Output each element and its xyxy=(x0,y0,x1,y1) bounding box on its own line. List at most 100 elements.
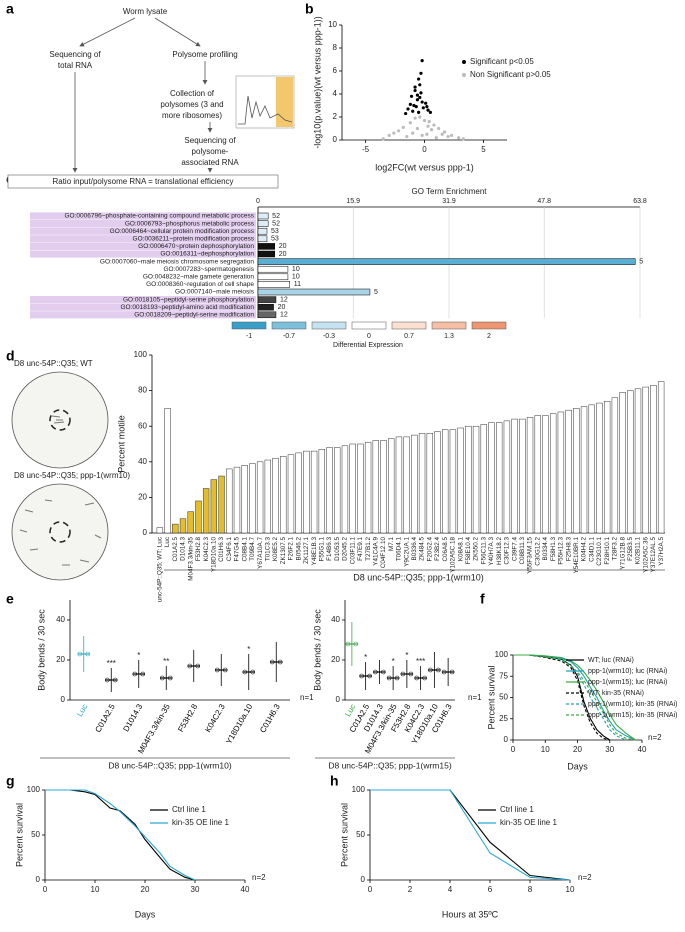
x-tick-label: C01H6.3 xyxy=(258,702,282,734)
node: Sequencing of xyxy=(49,50,101,59)
bar xyxy=(303,450,310,534)
point xyxy=(415,98,420,102)
x-tick-label: F25B3.5 xyxy=(627,537,634,561)
point xyxy=(461,137,465,141)
term-label: GO:0006796~phosphate-containing compound… xyxy=(64,213,254,220)
legend-value: -0.3 xyxy=(323,333,335,340)
bar-count: 11 xyxy=(294,281,301,288)
term-label: GO:0007283~spermatogenesis xyxy=(163,266,254,273)
x-tick-label: 30 xyxy=(605,745,614,754)
x-tick-label: D2045.2 xyxy=(342,537,349,561)
x-tick-label: 47.8 xyxy=(537,198,551,205)
bar xyxy=(434,431,441,534)
bar xyxy=(364,441,372,534)
x-tick-label: ZK1307.5 xyxy=(280,537,287,565)
bar xyxy=(334,447,341,534)
point xyxy=(387,133,391,137)
point xyxy=(420,133,424,137)
significance: * xyxy=(405,651,408,660)
bar xyxy=(257,303,274,311)
term-label: GO:0016311~dephosphorylation xyxy=(160,251,254,258)
x-tick-label: Luc xyxy=(75,703,89,719)
x-tick-label: F53H2.8 xyxy=(176,702,199,734)
legend-value: -0.7 xyxy=(283,333,295,340)
y-tick-label: 4 xyxy=(333,89,338,98)
y-axis-label: Percent survival xyxy=(14,803,24,867)
x-tick-label: 0 xyxy=(43,885,48,894)
bar xyxy=(588,404,595,534)
x-tick-label: F55G1.1 xyxy=(318,537,325,562)
legend-value: 2 xyxy=(487,333,491,340)
x-tick-label: K04C2.3 xyxy=(203,702,227,734)
significance: *** xyxy=(107,659,116,668)
bar xyxy=(257,235,268,243)
x-tick-label: F14B6.3 xyxy=(326,537,333,561)
x-tick-label: Y102A5C.18 xyxy=(450,537,457,573)
bar xyxy=(573,408,580,534)
mean-dot xyxy=(269,659,275,665)
point xyxy=(417,110,421,114)
point xyxy=(434,136,438,140)
legend-swatch xyxy=(311,321,347,330)
worms xyxy=(19,499,102,566)
bar xyxy=(341,445,349,534)
point xyxy=(413,88,417,93)
term-label: GO:0007060~male meiosis chromosome segre… xyxy=(100,258,254,265)
y-tick-label: 100 xyxy=(134,350,148,359)
point xyxy=(420,59,424,63)
point xyxy=(417,77,421,81)
bar xyxy=(642,386,649,534)
x-tick-label: -5 xyxy=(362,145,370,154)
bar xyxy=(503,420,511,534)
point xyxy=(411,109,415,113)
mean-dot xyxy=(132,671,138,677)
bar xyxy=(596,402,603,534)
bar xyxy=(488,422,495,534)
x-tick-label: Y41C4A.9 xyxy=(372,537,379,566)
node: associated RNA xyxy=(181,158,239,167)
y-tick-label: 100 xyxy=(352,785,366,794)
point xyxy=(440,132,444,136)
x-tick-label: F28H10.1 xyxy=(604,537,611,565)
survival-line xyxy=(370,789,571,881)
term-label: GO:0008360~regulation of cell shape xyxy=(146,281,254,288)
bar xyxy=(634,388,642,534)
arrow xyxy=(154,17,201,47)
y-tick-label: 40 xyxy=(331,615,340,624)
y-tick-label: 0 xyxy=(61,695,66,704)
bar xyxy=(496,422,503,534)
x-tick-label: 6 xyxy=(488,885,493,894)
bar xyxy=(257,288,371,296)
bar xyxy=(542,415,549,534)
survival-line xyxy=(45,789,196,881)
point xyxy=(422,118,427,123)
x-axis-label: D8 unc-54P::Q35; ppp-1(wrm10) xyxy=(353,572,484,582)
bar xyxy=(395,436,403,534)
x-tick-label: C04F12.10 xyxy=(380,537,387,569)
result-box xyxy=(7,174,279,189)
bar xyxy=(257,281,290,288)
x-tick-label: K08E5.2 xyxy=(272,537,279,562)
legend-title: Differential Expression xyxy=(333,342,403,349)
significance: *** xyxy=(416,657,425,666)
image-label: D8 unc-54P::Q35; WT xyxy=(14,359,93,368)
legend-value: 0.7 xyxy=(404,333,414,340)
bar xyxy=(580,406,588,534)
mean-dot xyxy=(222,667,228,673)
bar xyxy=(457,427,464,534)
y-tick-label: 50 xyxy=(31,830,40,839)
x-tick-label: 0 xyxy=(368,885,373,894)
legend-label: ppp-1(wrm10); luc (RNAi) xyxy=(588,668,667,675)
x-tick-label: T09B4.7 xyxy=(249,537,256,561)
bar xyxy=(280,456,287,534)
point xyxy=(406,107,410,111)
x-tick-label: Y54E10BR.1 xyxy=(573,537,580,574)
x-tick-label: K08A8.1 xyxy=(457,537,464,562)
x-tick-label: C08B4.1 xyxy=(241,537,248,562)
point xyxy=(424,101,428,105)
x-tick-label: D1014.3 xyxy=(180,537,187,561)
bar xyxy=(611,397,619,534)
node: Collection of xyxy=(170,89,215,98)
x-tick-label: C30G12.2 xyxy=(534,537,541,566)
